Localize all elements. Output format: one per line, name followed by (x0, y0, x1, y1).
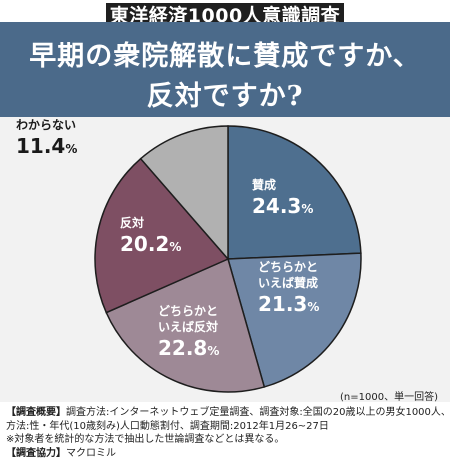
method-text: 調査方法:インターネットウェブ定量調査、調査対象:全国の20歳以上の男女1000… (66, 407, 444, 418)
slice-label-4-line-1: 反対 (120, 215, 144, 230)
pie-slice-2 (227, 252, 362, 388)
slice-label-1-line-1: 賛成 (252, 177, 276, 192)
slice-value-5: 11.4% (16, 134, 77, 158)
sample-note: (n=1000、単一回答) (340, 392, 438, 403)
method-line-1: 【調査概要】調査方法:インターネットウェブ定量調査、調査対象:全国の20歳以上の… (6, 406, 444, 420)
question-line-2: 反対ですか? (146, 81, 304, 112)
coop-label: 【調査協力】 (6, 447, 66, 459)
slice-value-1: 24.3% (252, 194, 313, 218)
coop-value: マクロミル (66, 447, 116, 459)
pie-slice-3 (105, 257, 266, 393)
question-header: 早期の衆院解散に賛成ですか、 反対ですか? (0, 22, 450, 117)
slice-value-2: 21.3% (258, 292, 319, 316)
pie-chart: 賛成24.3%どちらかといえば賛成21.3%どちらかといえば反対22.8%反対2… (16, 118, 362, 393)
footer-notes: 【調査概要】調査方法:インターネットウェブ定量調査、調査対象:全国の20歳以上の… (0, 402, 450, 470)
method-label: 【調査概要】 (6, 407, 66, 418)
slice-value-3: 22.8% (158, 336, 219, 360)
pie-slice-5 (139, 125, 229, 262)
question-line-1: 早期の衆院解散に賛成ですか、 (29, 41, 421, 72)
chart-area: 賛成 24.3% どちらかと いえば賛成 21.3% どちらかと いえば反対 22.8% 反対 2… (0, 117, 450, 403)
slice-label-2-line-2: いえば賛成 (258, 275, 318, 290)
disclaimer: ※対象者を統計的な方法で抽出した世論調査などとは異なる。 (6, 434, 285, 445)
pie-slice-4 (94, 157, 230, 314)
pie-slice-1 (227, 125, 362, 260)
slice-label-3-line-2: いえば反対 (158, 319, 218, 334)
slice-value-4: 20.2% (120, 232, 181, 256)
slice-label-2-line-1: どちらかと (258, 260, 318, 274)
slice-label-5-line-1: わからない (16, 118, 76, 132)
cooperation-line: 【調査協力】マクロミル (6, 447, 444, 461)
slice-label-3-line-1: どちらかと (158, 304, 218, 318)
method-line-2: 方法:性・年代(10歳刻み)人口動態割付、調査期間:2012年1月26~27日 (6, 420, 329, 432)
